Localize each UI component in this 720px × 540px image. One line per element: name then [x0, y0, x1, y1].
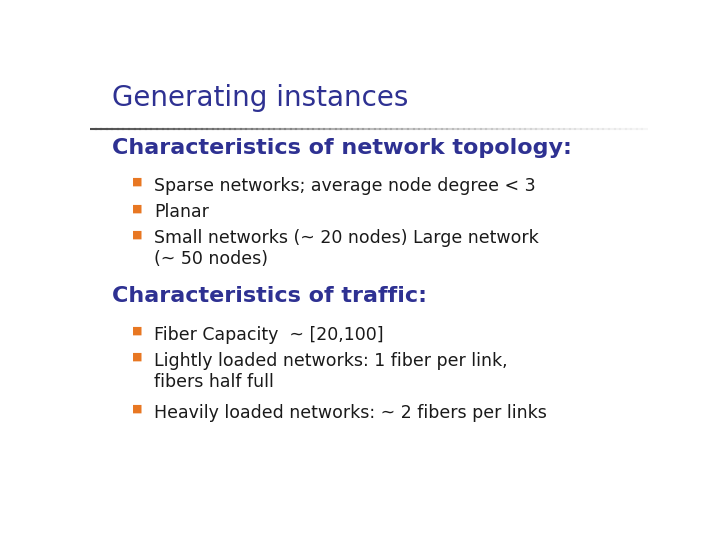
- Text: Planar: Planar: [154, 203, 209, 221]
- Text: Small networks (~ 20 nodes) Large network
(~ 50 nodes): Small networks (~ 20 nodes) Large networ…: [154, 230, 539, 268]
- Text: Sparse networks; average node degree < 3: Sparse networks; average node degree < 3: [154, 177, 536, 195]
- Text: ■: ■: [132, 326, 143, 335]
- Text: ■: ■: [132, 177, 143, 187]
- Text: ■: ■: [132, 230, 143, 239]
- Text: Lightly loaded networks: 1 fiber per link,
fibers half full: Lightly loaded networks: 1 fiber per lin…: [154, 352, 508, 390]
- Text: ■: ■: [132, 404, 143, 414]
- Text: Generating instances: Generating instances: [112, 84, 409, 112]
- Text: Fiber Capacity  ~ [20,100]: Fiber Capacity ~ [20,100]: [154, 326, 384, 343]
- Text: ■: ■: [132, 203, 143, 213]
- Text: Characteristics of network topology:: Characteristics of network topology:: [112, 138, 572, 158]
- Text: Characteristics of traffic:: Characteristics of traffic:: [112, 286, 428, 306]
- Text: Heavily loaded networks: ~ 2 fibers per links: Heavily loaded networks: ~ 2 fibers per …: [154, 404, 547, 422]
- Text: ■: ■: [132, 352, 143, 362]
